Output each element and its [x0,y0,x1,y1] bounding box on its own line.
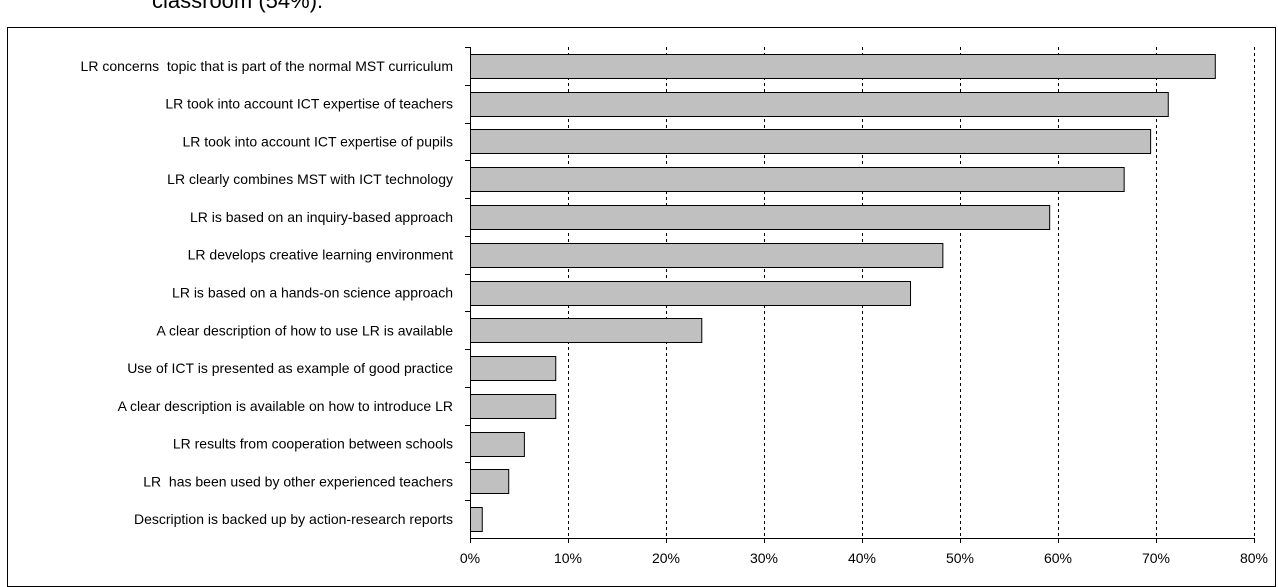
x-tick-label: 30% [750,550,778,566]
category-label: LR is based on a hands-on science approa… [172,285,453,301]
x-tick-label: 80% [1240,550,1268,566]
category-label: LR results from cooperation between scho… [173,436,453,452]
bar [470,318,703,343]
x-tick-label: 60% [1044,550,1072,566]
x-tick-label: 10% [554,550,582,566]
category-label: LR took into account ICT expertise of pu… [182,133,453,149]
x-tick-label: 70% [1142,550,1170,566]
x-tick-label: 40% [848,550,876,566]
bars [470,54,1216,532]
category-label: A clear description of how to use LR is … [157,322,454,338]
bar [470,394,557,419]
bar [470,92,1169,117]
category-label: Description is backed up by action-resea… [134,511,453,527]
preceding-text-fragment: classroom (54%). [152,0,324,13]
category-label: LR is based on an inquiry-based approach [190,209,453,225]
bar [470,281,912,306]
bar [470,507,483,532]
bar [470,129,1152,154]
bar [470,469,510,494]
bar [470,356,557,381]
category-label: LR develops creative learning environmen… [188,247,453,263]
tick-labels: 0% 10% 20% 30% 40% 50% 60% 70% 80% [460,550,1268,566]
x-tick-label: 50% [946,550,974,566]
x-tick-label: 20% [652,550,680,566]
bar [470,54,1216,79]
category-label: Use of ICT is presented as example of go… [127,360,453,376]
axes [465,47,1255,543]
bar [470,167,1125,192]
bar [470,243,944,268]
category-labels: LR concerns topic that is part of the no… [81,58,454,527]
category-label: A clear description is available on how … [118,398,453,414]
bar [470,432,525,457]
category-label: LR concerns topic that is part of the no… [81,58,453,74]
category-label: LR clearly combines MST with ICT technol… [167,171,453,187]
bar [470,205,1051,230]
grid-lines [568,47,1255,538]
category-label: LR took into account ICT expertise of te… [165,96,453,112]
category-label: LR has been used by other experienced te… [143,473,453,489]
x-tick-label: 0% [460,550,480,566]
